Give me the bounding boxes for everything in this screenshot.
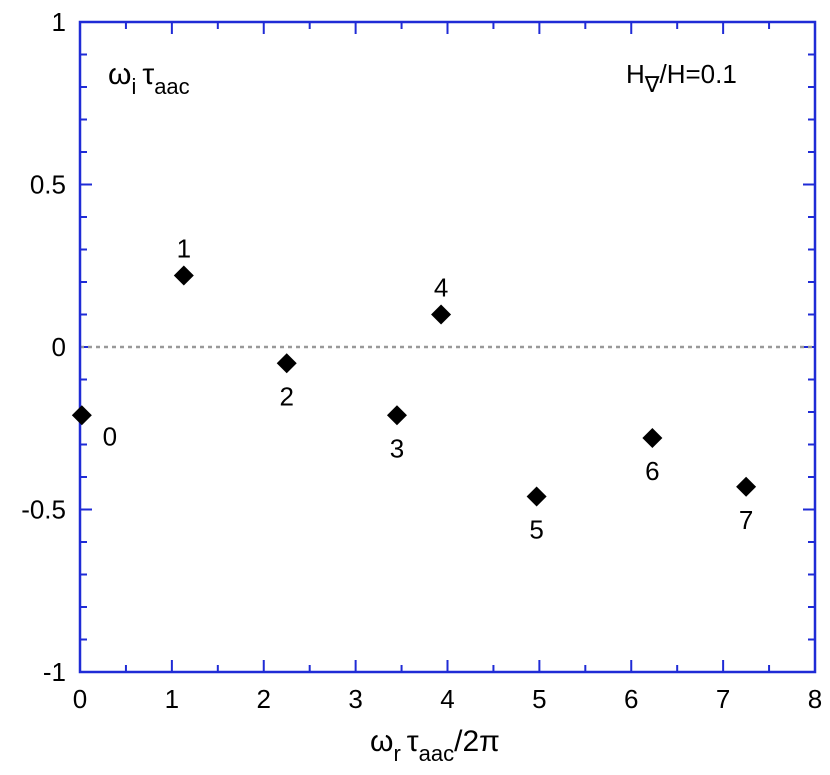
- x-tick-label: 2: [257, 684, 271, 714]
- data-point-marker: [736, 476, 757, 497]
- data-point-marker: [173, 265, 194, 286]
- data-point-label: 6: [645, 456, 659, 486]
- y-tick-label: -0.5: [21, 495, 66, 525]
- x-axis-label: ωr τaac/2π: [370, 725, 500, 766]
- data-points: 0 1 2 3 4 5 6 7: [71, 234, 757, 545]
- plot-frame: [78, 20, 817, 674]
- data-point-label: 7: [739, 505, 753, 535]
- data-point-label: 1: [177, 234, 191, 264]
- x-tick-label: 3: [348, 684, 362, 714]
- data-point-label: 4: [434, 273, 448, 303]
- data-point-marker: [276, 353, 297, 374]
- data-point-marker: [642, 428, 663, 448]
- x-tick-label: 8: [808, 684, 822, 714]
- data-point-label: 0: [103, 421, 117, 451]
- x-tick-label: 1: [165, 684, 179, 714]
- y-tick-label: 0: [52, 332, 66, 362]
- x-tick-label: 4: [440, 684, 454, 714]
- y-tick-label: 0.5: [30, 170, 66, 200]
- tick-labels: 0 1 2 3 4 5 6 7 8 -1 -0.5 0 0.5 1: [21, 7, 822, 714]
- data-point-label: 5: [529, 515, 543, 545]
- y-axis-label: ωi τaac: [108, 58, 190, 99]
- data-point-label: 3: [390, 433, 404, 463]
- data-point-label: 2: [279, 381, 293, 411]
- y-tick-label: -1: [43, 657, 66, 687]
- y-tick-label: 1: [52, 7, 66, 37]
- ratio-annotation: H∇/H=0.1: [626, 59, 737, 97]
- data-point-marker: [431, 304, 452, 325]
- x-tick-label: 6: [624, 684, 638, 714]
- data-point-marker: [71, 405, 92, 426]
- data-point-marker: [526, 486, 547, 507]
- data-point-marker: [386, 405, 407, 426]
- x-tick-label: 7: [716, 684, 730, 714]
- x-tick-label: 5: [532, 684, 546, 714]
- x-tick-label: 0: [73, 684, 87, 714]
